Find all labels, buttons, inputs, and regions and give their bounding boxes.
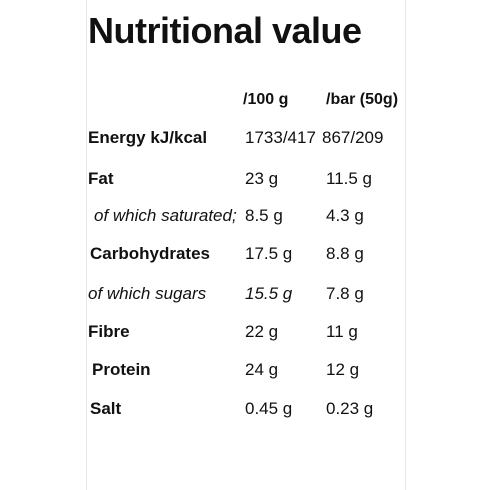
row-value-saturated-per100: 8.5 g	[245, 206, 283, 225]
row-value-energy-perbar: 867/209	[322, 128, 384, 147]
row-value-fibre-per100: 22 g	[245, 322, 279, 341]
row-value-energy-per100: 1733/417	[245, 128, 316, 147]
row-value-fat-per100: 23 g	[245, 169, 279, 188]
row-label-carbohydrates: Carbohydrates	[90, 244, 210, 263]
nutrition-panel	[86, 0, 406, 490]
header-per-100g: /100 g	[243, 91, 289, 108]
row-value-salt-perbar: 0.23 g	[326, 399, 374, 418]
row-label-protein: Protein	[92, 360, 151, 379]
page-title: Nutritional value	[88, 10, 362, 51]
header-per-bar: /bar (50g)	[326, 91, 399, 108]
row-value-carbohydrates-perbar: 8.8 g	[326, 244, 364, 263]
row-value-fibre-perbar: 11 g	[326, 322, 358, 341]
row-label-energy: Energy kJ/kcal	[88, 128, 208, 147]
row-label-saturated: of which saturated;	[94, 206, 237, 225]
row-value-fat-perbar: 11.5 g	[326, 169, 373, 188]
row-value-salt-per100: 0.45 g	[245, 399, 293, 418]
row-value-carbohydrates-per100: 17.5 g	[245, 244, 293, 263]
row-label-salt: Salt	[90, 399, 122, 418]
row-label-fat: Fat	[88, 169, 114, 188]
row-label-fibre: Fibre	[88, 322, 130, 341]
row-value-sugars-perbar: 7.8 g	[326, 284, 364, 303]
row-value-protein-per100: 24 g	[245, 360, 279, 379]
row-value-sugars-per100: 15.5 g	[245, 284, 293, 303]
row-value-saturated-perbar: 4.3 g	[326, 206, 364, 225]
row-label-sugars: of which sugars	[88, 284, 207, 303]
row-value-protein-perbar: 12 g	[326, 360, 360, 379]
